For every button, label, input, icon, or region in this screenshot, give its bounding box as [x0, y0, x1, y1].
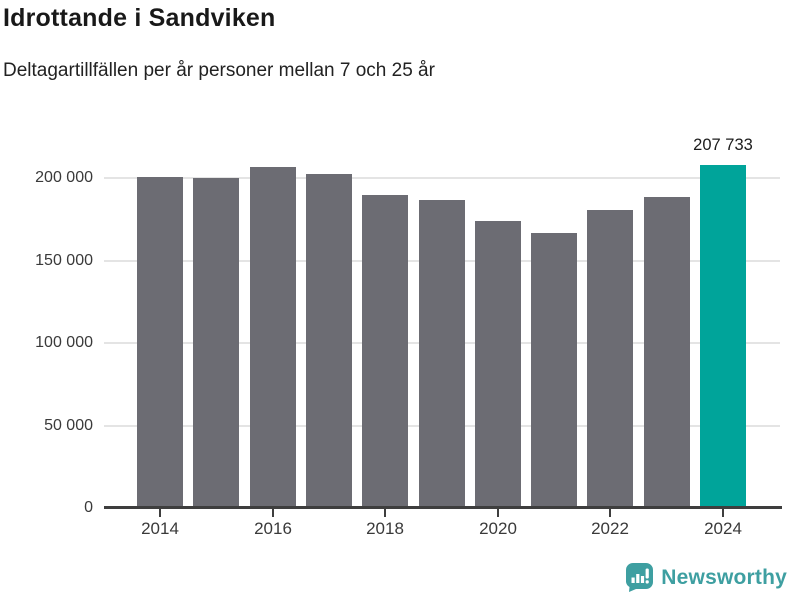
bar-2016	[250, 167, 296, 506]
x-tick	[497, 509, 499, 517]
bar-2018	[362, 195, 408, 506]
bar-2021	[531, 233, 577, 506]
brand-name: Newsworthy	[661, 565, 787, 589]
y-tick-label: 50 000	[44, 417, 93, 434]
x-axis-line	[104, 506, 782, 509]
chart-title: Idrottande i Sandviken	[3, 4, 276, 32]
x-tick	[722, 509, 724, 517]
x-tick-label: 2022	[591, 519, 629, 538]
x-tick-label: 2018	[366, 519, 404, 538]
x-tick-label: 2024	[704, 519, 742, 538]
x-tick	[159, 509, 161, 517]
x-tick-label: 2020	[479, 519, 517, 538]
y-tick-label: 100 000	[35, 334, 93, 351]
x-tick-label: 2016	[254, 519, 292, 538]
x-tick	[272, 509, 274, 517]
brand-footer: Newsworthy	[626, 563, 787, 592]
chart-subtitle: Deltagartillfällen per år personer mella…	[3, 60, 435, 81]
y-tick-label: 0	[84, 499, 93, 516]
x-tick	[384, 509, 386, 517]
newsworthy-logo-icon	[626, 563, 654, 592]
bar-2022	[587, 210, 633, 506]
gridline	[104, 177, 780, 179]
y-tick-label: 200 000	[35, 169, 93, 186]
bar-2019	[419, 200, 465, 506]
x-tick	[609, 509, 611, 517]
bar-2015	[193, 178, 239, 506]
bar-2024	[700, 165, 746, 506]
bar-2014	[137, 177, 183, 506]
x-tick-label: 2014	[141, 519, 179, 538]
bar-2017	[306, 174, 352, 506]
bar-2020	[475, 221, 521, 506]
highlight-value-label: 207 733	[693, 136, 753, 154]
y-tick-label: 150 000	[35, 252, 93, 269]
bar-2023	[644, 197, 690, 506]
